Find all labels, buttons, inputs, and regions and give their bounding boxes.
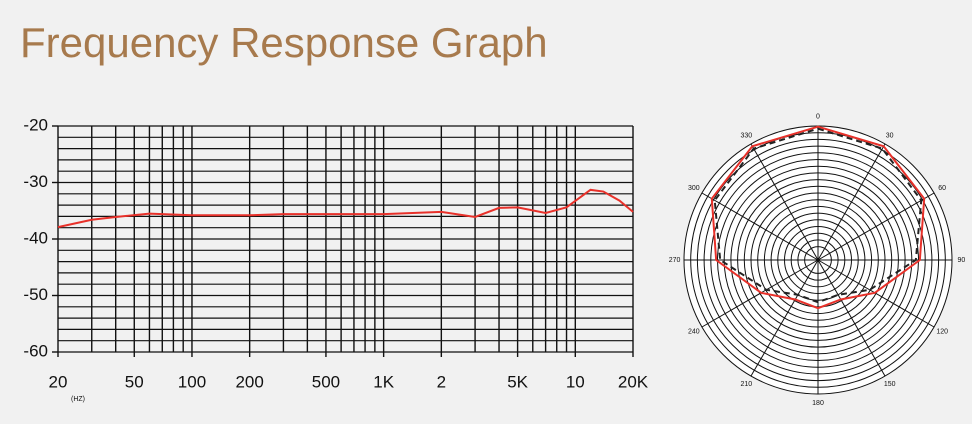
angle-label: 270 [669, 257, 681, 264]
x-tick-label: 2 [437, 372, 446, 391]
angle-label: 60 [938, 185, 946, 192]
angle-label: 90 [957, 257, 965, 264]
y-tick-label: -50 [23, 285, 48, 304]
spoke [817, 192, 935, 261]
x-tick-label: 200 [235, 372, 263, 391]
angle-label: 150 [884, 381, 896, 388]
angle-label: 30 [886, 133, 894, 140]
y-tick-label: -30 [23, 172, 48, 191]
spoke [701, 259, 819, 328]
spoke [701, 192, 819, 261]
angle-label: 240 [688, 329, 700, 336]
x-tick-label: 1K [373, 372, 394, 391]
angle-label: 300 [688, 185, 700, 192]
x-tick-label: 5K [507, 372, 528, 391]
angle-label: 330 [740, 133, 752, 140]
chart-title: Frequency Response Graph [20, 19, 548, 66]
angle-label: 210 [740, 381, 752, 388]
polar-pattern [713, 127, 923, 304]
x-tick-label: 100 [178, 372, 206, 391]
spoke [817, 259, 886, 377]
x-tick-label: 10 [566, 372, 585, 391]
x-tick-label: 20 [49, 372, 68, 391]
angle-label: 120 [936, 329, 948, 336]
spoke [750, 259, 819, 377]
x-unit: (HZ) [71, 396, 85, 403]
x-tick-label: 500 [312, 372, 340, 391]
y-tick-label: -20 [23, 115, 48, 134]
response-curve [57, 188, 634, 229]
x-tick-label: 20K [618, 372, 649, 391]
angle-label: 180 [812, 400, 824, 407]
polar-pattern [710, 125, 926, 310]
spoke [817, 143, 886, 261]
spoke [750, 143, 819, 261]
spoke [817, 259, 935, 328]
x-tick-label: 50 [125, 372, 144, 391]
y-tick-label: -60 [23, 341, 48, 360]
angle-label: 0 [816, 113, 820, 120]
y-tick-label: -40 [23, 228, 48, 247]
